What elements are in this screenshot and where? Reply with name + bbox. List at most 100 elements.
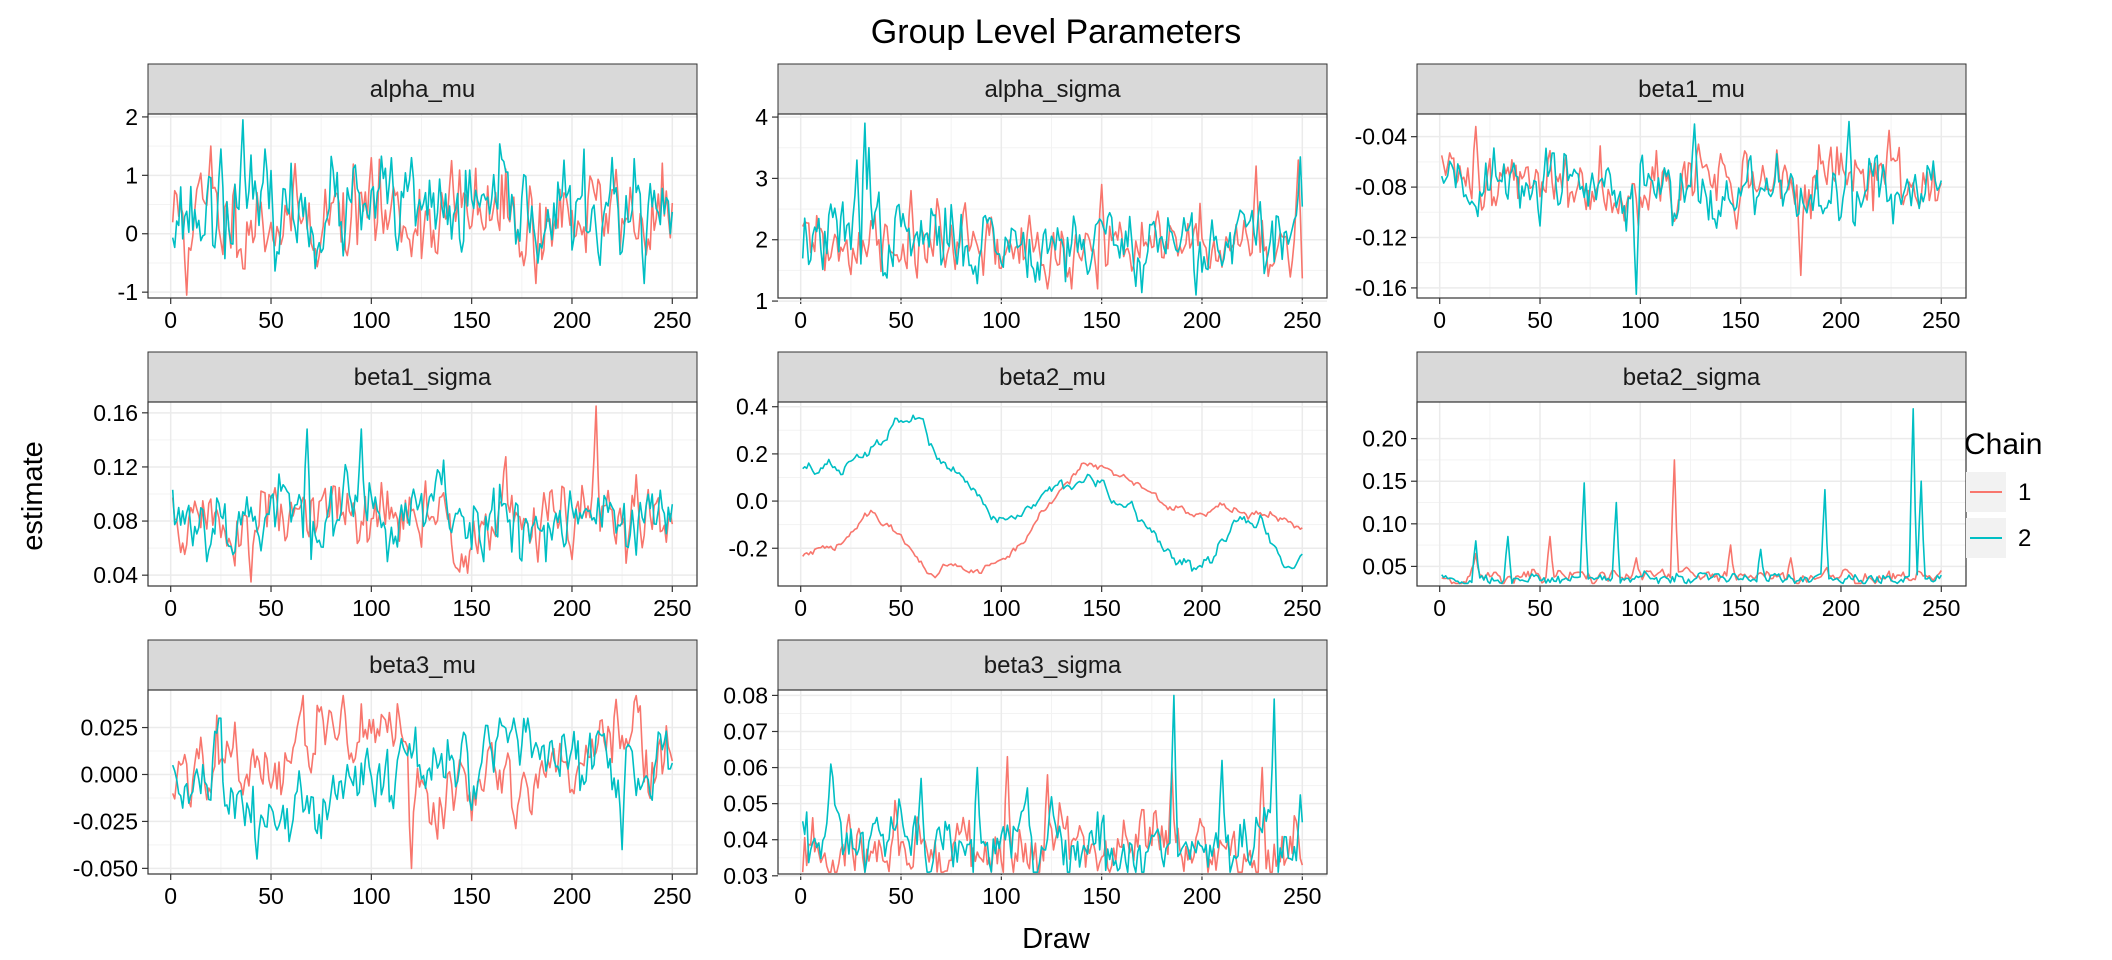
y-tick-label: 0.07 bbox=[723, 718, 768, 744]
x-tick-label: 50 bbox=[888, 595, 914, 621]
facet-strip bbox=[777, 639, 1328, 691]
facet-strip bbox=[777, 63, 1328, 115]
x-tick-label: 150 bbox=[1721, 307, 1759, 333]
facet-strip-label: alpha_sigma bbox=[984, 76, 1121, 103]
y-tick-label: 0.08 bbox=[723, 682, 768, 708]
x-tick-label: 100 bbox=[982, 595, 1020, 621]
x-tick-label: 250 bbox=[1922, 307, 1960, 333]
x-tick-label: 150 bbox=[452, 883, 490, 909]
y-tick-label: -1 bbox=[118, 279, 138, 305]
y-tick-label: -0.16 bbox=[1355, 275, 1407, 301]
y-tick-label: 0.04 bbox=[723, 827, 768, 853]
panel-background bbox=[778, 114, 1327, 298]
x-tick-label: 0 bbox=[164, 307, 177, 333]
trace-line-chain-1 bbox=[171, 694, 674, 870]
trace-line-chain-2 bbox=[1441, 407, 1942, 585]
y-tick-label: -0.050 bbox=[73, 855, 138, 881]
x-tick-label: 150 bbox=[1721, 595, 1759, 621]
facet-strip-label: beta3_mu bbox=[369, 652, 476, 679]
legend-label-2: 2 bbox=[2018, 525, 2031, 552]
x-tick-label: 50 bbox=[1527, 595, 1553, 621]
x-tick-label: 0 bbox=[1433, 595, 1446, 621]
y-tick-label: 0.4 bbox=[736, 394, 768, 420]
y-tick-label: 0.05 bbox=[723, 791, 768, 817]
trace-line-chain-2 bbox=[171, 119, 674, 285]
facet-strip-label: beta1_mu bbox=[1638, 76, 1745, 103]
y-tick-label: 0.025 bbox=[80, 715, 138, 741]
y-tick-label: 0.08 bbox=[93, 508, 138, 534]
trace-line-chain-1 bbox=[802, 462, 1303, 579]
facet-beta3-mu: beta3_mu 0 50 100 150 200 250 -0.050 -0.025 0.000… bbox=[73, 639, 698, 909]
x-tick-label: 150 bbox=[1082, 307, 1120, 333]
trace-line-chain-2 bbox=[801, 694, 1304, 874]
x-tick-label: 250 bbox=[653, 595, 691, 621]
facet-strip-label: beta2_sigma bbox=[1623, 364, 1761, 391]
legend-title: Chain bbox=[1964, 428, 2042, 461]
facet-beta2-sigma: beta2_sigma 0 50 100 150 200 250 0.05 0.10 0.15 0.… bbox=[1362, 351, 1967, 621]
x-tick-label: 0 bbox=[1433, 307, 1446, 333]
panel-background bbox=[1417, 114, 1966, 298]
facet-strip bbox=[1416, 351, 1967, 403]
x-tick-label: 200 bbox=[1183, 595, 1221, 621]
x-tick-label: 100 bbox=[352, 307, 390, 333]
x-tick-label: 200 bbox=[553, 595, 591, 621]
x-tick-label: 150 bbox=[452, 595, 490, 621]
facet-strip-label: beta3_sigma bbox=[984, 652, 1122, 679]
x-tick-label: 150 bbox=[1082, 595, 1120, 621]
x-tick-label: 50 bbox=[258, 883, 284, 909]
facet-beta1-sigma: beta1_sigma 0 50 100 150 200 250 0.04 0.08 0.12 0.… bbox=[93, 351, 698, 621]
panel-border bbox=[777, 401, 1328, 587]
facet-strip bbox=[777, 351, 1328, 403]
trace-line-chain-1 bbox=[171, 405, 674, 583]
facet-strip-label: beta2_mu bbox=[999, 364, 1106, 391]
y-tick-label: 0.05 bbox=[1362, 553, 1407, 579]
x-axis-title: Draw bbox=[1022, 923, 1091, 955]
x-tick-label: 250 bbox=[1283, 595, 1321, 621]
x-tick-label: 50 bbox=[258, 595, 284, 621]
y-tick-label: 0.15 bbox=[1362, 468, 1407, 494]
panel-border bbox=[777, 113, 1328, 299]
y-tick-label: 0.10 bbox=[1362, 511, 1407, 537]
facet-panels: alpha_mu0 50 100 150 200 250-1012alpha_sigma0… bbox=[73, 63, 1967, 909]
x-tick-label: 50 bbox=[888, 307, 914, 333]
x-tick-label: 0 bbox=[794, 883, 807, 909]
trace-line-chain-2 bbox=[171, 717, 674, 860]
panel-border bbox=[1416, 113, 1967, 299]
x-tick-label: 0 bbox=[164, 883, 177, 909]
facet-strip bbox=[147, 63, 698, 115]
legend-label-1: 1 bbox=[2018, 479, 2031, 506]
facet-beta2-mu: beta2_mu 0 50 100 150 200 250 -0.2 0.0 0.2 0.4 bbox=[728, 351, 1328, 621]
x-tick-label: 250 bbox=[1922, 595, 1960, 621]
trace-line-chain-2 bbox=[802, 414, 1303, 572]
facet-strip-label: alpha_mu bbox=[370, 76, 475, 103]
y-tick-label: 0.0 bbox=[736, 488, 768, 514]
y-tick-label: 0.06 bbox=[723, 755, 768, 781]
x-tick-label: 200 bbox=[553, 307, 591, 333]
panel-border bbox=[147, 689, 698, 875]
y-tick-label: -0.04 bbox=[1355, 124, 1408, 150]
x-tick-label: 250 bbox=[653, 883, 691, 909]
panel-border bbox=[147, 401, 698, 587]
panel-background bbox=[778, 402, 1327, 586]
facet-alpha-mu: alpha_mu 0 50 100 150 200 250 -1 0 1 2 bbox=[118, 63, 698, 333]
x-tick-label: 250 bbox=[1283, 883, 1321, 909]
panel-background bbox=[1417, 402, 1966, 586]
facet-strip bbox=[147, 351, 698, 403]
x-tick-label: 100 bbox=[982, 307, 1020, 333]
y-tick-label: 4 bbox=[755, 104, 768, 130]
x-tick-label: 0 bbox=[794, 307, 807, 333]
y-tick-label: 0.16 bbox=[93, 400, 138, 426]
x-tick-label: 0 bbox=[164, 595, 177, 621]
legend: Chain 1 2 bbox=[1964, 428, 2042, 558]
facet-beta3-sigma: beta3_sigma 0 50 100 150 200 250 0.03 0.04 0.05 0.… bbox=[723, 639, 1328, 909]
panel-border bbox=[147, 113, 698, 299]
x-tick-label: 200 bbox=[1183, 883, 1221, 909]
y-tick-label: 0.000 bbox=[80, 761, 138, 787]
x-tick-label: 100 bbox=[982, 883, 1020, 909]
y-tick-label: 0 bbox=[125, 221, 138, 247]
x-tick-label: 150 bbox=[452, 307, 490, 333]
facet-beta1-mu: beta1_mu 0 50 100 150 200 250 -0.16 -0.12 -0.08 -0… bbox=[1355, 63, 1967, 333]
x-tick-label: 100 bbox=[352, 595, 390, 621]
y-tick-label: 0.12 bbox=[93, 454, 138, 480]
